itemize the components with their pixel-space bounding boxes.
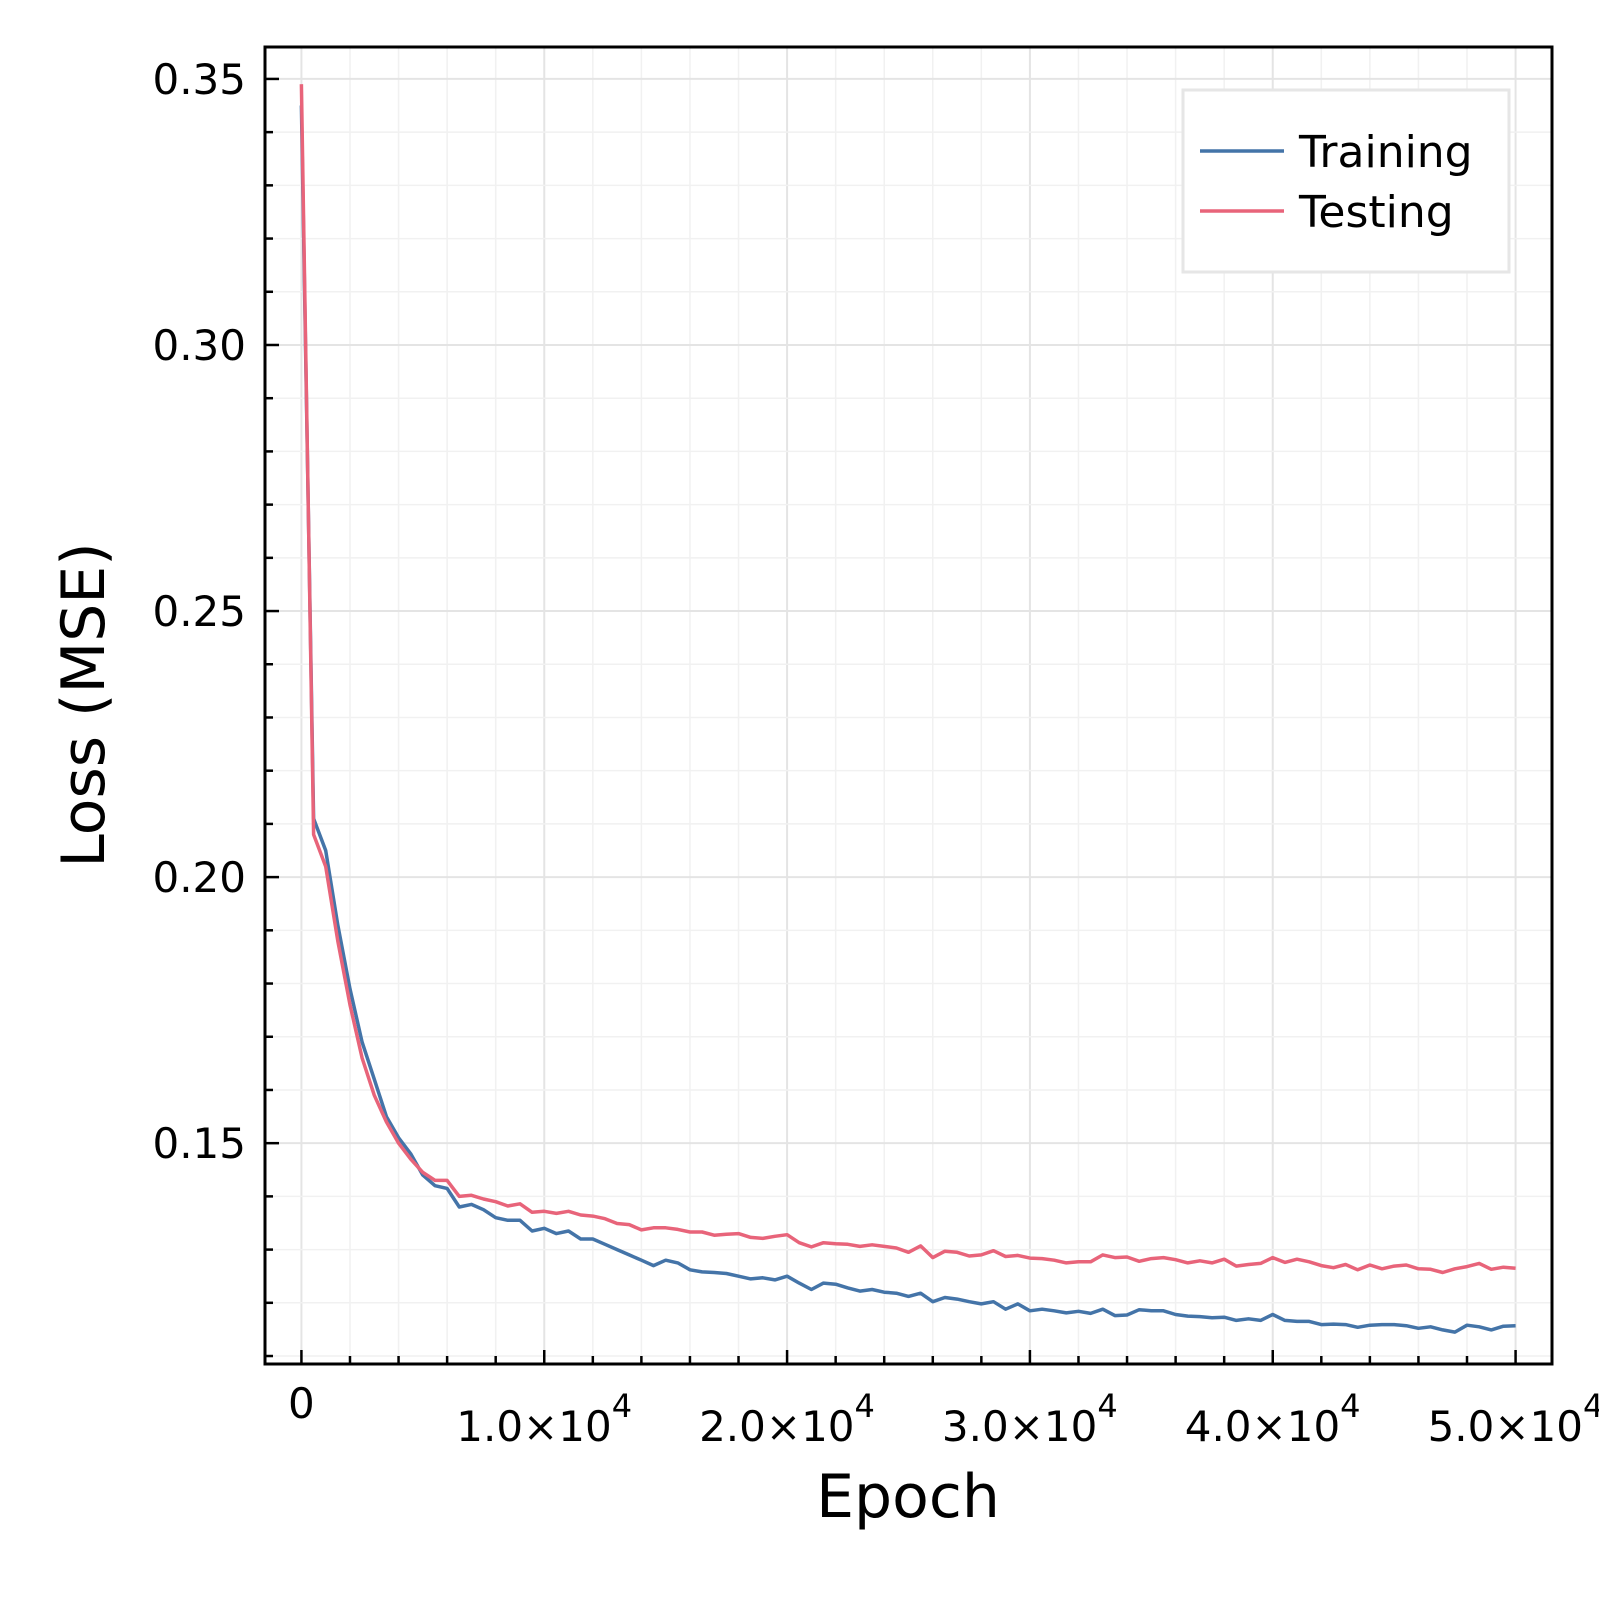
- x-tick-mantissa: 4.0×10: [1185, 1402, 1340, 1451]
- grid: [265, 47, 1552, 1364]
- series-lines: [299, 84, 1516, 1334]
- x-tick-mantissa: 5.0×10: [1428, 1402, 1583, 1451]
- y-axis-title: Loss (MSE): [49, 542, 119, 867]
- x-tick-label: 5.0×104: [1428, 1387, 1599, 1451]
- x-tick-mantissa: 1.0×10: [456, 1402, 611, 1451]
- x-tick-label: 3.0×104: [942, 1387, 1118, 1451]
- x-tick-label: 0: [288, 1379, 315, 1428]
- y-tick-label: 0.30: [152, 321, 246, 370]
- series-line-testing: [299, 84, 1516, 1275]
- axis-ticks: [265, 77, 1517, 1364]
- x-axis-title: Epoch: [816, 1462, 1000, 1532]
- x-tick-exponent: 4: [855, 1387, 875, 1425]
- legend-label-testing: Testing: [1298, 187, 1454, 238]
- x-tick-label: 1.0×104: [456, 1387, 632, 1451]
- legend-box: [1181, 88, 1511, 274]
- x-tick-label: 2.0×104: [699, 1387, 875, 1451]
- x-tick-exponent: 4: [612, 1387, 632, 1425]
- plot-frame: [263, 45, 1554, 1366]
- series-line-training: [299, 105, 1516, 1334]
- x-tick-labels: 0 1.0×104 2.0×104 3.0×104 4.0×104 5.0×104: [288, 1379, 1599, 1451]
- y-tick-label: 0.25: [152, 587, 246, 636]
- x-tick-exponent: 4: [1340, 1387, 1360, 1425]
- x-tick-label: 4.0×104: [1185, 1387, 1361, 1451]
- y-tick-label: 0.20: [152, 853, 246, 902]
- x-tick-exponent: 4: [1583, 1387, 1599, 1425]
- x-tick-mantissa: 3.0×10: [942, 1402, 1097, 1451]
- y-tick-labels: 0.15 0.20 0.25 0.30 0.35: [152, 55, 246, 1168]
- x-tick-mantissa: 2.0×10: [699, 1402, 854, 1451]
- y-tick-label: 0.15: [152, 1119, 246, 1168]
- x-tick-exponent: 4: [1097, 1387, 1117, 1425]
- y-tick-label: 0.35: [152, 55, 246, 104]
- legend-label-training: Training: [1298, 127, 1473, 178]
- legend: Training Testing: [1181, 88, 1511, 274]
